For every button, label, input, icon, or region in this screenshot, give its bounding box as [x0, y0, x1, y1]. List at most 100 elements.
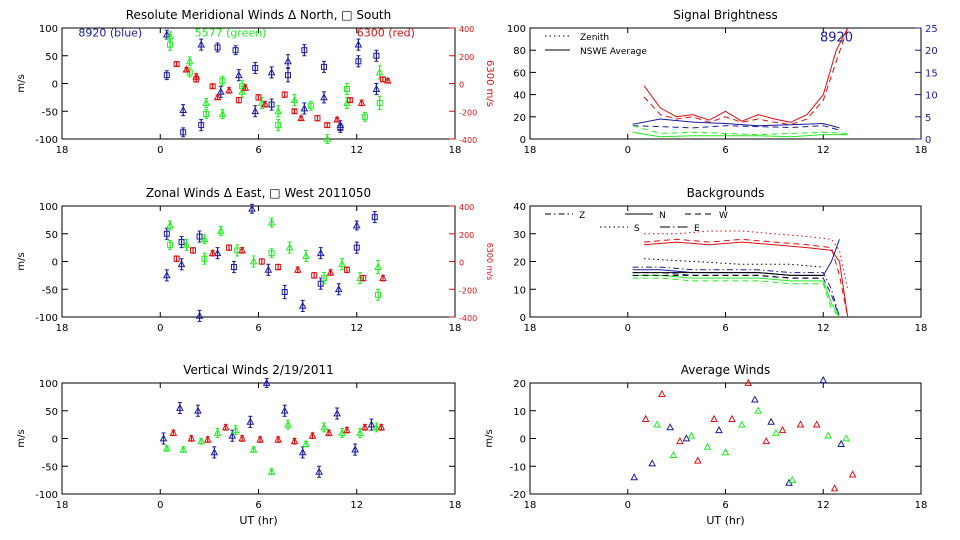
x-tick-label: 0: [157, 145, 163, 156]
data-point-triangle: [162, 271, 171, 279]
y-tick-label-right: 20: [925, 46, 938, 57]
y-tick-label: 10: [513, 407, 526, 418]
plot-frame: [529, 27, 922, 140]
data-point-triangle: [641, 414, 650, 422]
data-point-triangle: [336, 120, 345, 129]
data-point-triangle: [778, 425, 787, 434]
series-line: [632, 277, 840, 318]
data-point-triangle: [772, 428, 780, 436]
series-line: [643, 258, 824, 268]
data-point-triangle: [264, 265, 273, 273]
data-point-square: [307, 102, 314, 109]
data-point-triangle: [300, 104, 309, 112]
data-point-triangle: [238, 246, 246, 254]
data-point-triangle: [249, 445, 258, 453]
x-tick-label: 18: [524, 323, 537, 334]
y-tick-label: 40: [513, 91, 526, 102]
data-point-triangle: [333, 115, 341, 123]
data-point-triangle: [197, 437, 206, 445]
data-point-triangle: [375, 68, 384, 76]
y-tick-label: 50: [45, 230, 58, 241]
chart-title: Average Winds: [681, 363, 771, 377]
data-point-square: [190, 247, 196, 254]
series-line: [644, 230, 849, 290]
x-tick-label: 6: [255, 500, 261, 511]
annotation-label: 6300 (red): [357, 26, 415, 39]
legend-label: E: [694, 224, 700, 234]
y-axis-label-right: 6300 m/s: [485, 243, 494, 281]
data-point-square: [167, 41, 174, 48]
data-point-square: [314, 115, 321, 122]
annotation-label: 5577 (green): [195, 26, 267, 39]
data-point-triangle: [217, 226, 225, 234]
data-point-triangle: [284, 57, 292, 65]
y-axis-label: m/s: [16, 429, 27, 447]
data-point-square: [353, 244, 360, 251]
y-tick-label: -100: [35, 135, 58, 146]
series-line: [643, 27, 849, 126]
series-line: [643, 241, 849, 318]
y-tick-label: 20: [513, 379, 526, 390]
data-point-triangle: [354, 40, 363, 48]
data-point-triangle: [290, 437, 299, 445]
y-tick-label-right: 400: [459, 203, 474, 212]
data-point-triangle: [217, 87, 225, 95]
data-area: [632, 27, 849, 138]
x-axis-label: UT (hr): [706, 514, 744, 527]
data-point-triangle: [162, 30, 171, 38]
data-point-triangle: [837, 439, 846, 447]
data-point-square: [371, 214, 378, 221]
x-tick-label: 6: [255, 323, 261, 334]
merid-panel: Resolute Meridional Winds Δ North, □ Sou…: [16, 8, 495, 156]
data-point-triangle: [177, 260, 186, 268]
y-tick-label: 50: [45, 407, 58, 418]
data-point-triangle: [225, 86, 233, 94]
data-point-triangle: [203, 435, 212, 443]
data-point-square: [301, 47, 308, 54]
data-point-triangle: [320, 93, 328, 101]
data-point-square: [275, 122, 282, 129]
series-line: [632, 274, 840, 318]
data-area: [162, 29, 392, 144]
annotation-label: 8920: [820, 30, 853, 45]
data-point-triangle: [323, 134, 332, 142]
zonal-panel: Zonal Winds Δ East, □ West 2011050 18 0 6 12…: [16, 186, 494, 334]
data-point-triangle: [302, 439, 310, 447]
data-point-triangle: [182, 65, 191, 73]
y-tick-label-right: 200: [459, 231, 474, 240]
data-point-triangle: [377, 423, 386, 431]
y-tick-label-right: 5: [925, 113, 931, 124]
x-tick-label: 18: [56, 323, 69, 334]
y-tick-label: 0: [520, 313, 526, 324]
y-tick-label: 0: [52, 80, 58, 91]
data-area: [632, 230, 849, 318]
data-point-triangle: [796, 420, 805, 428]
x-tick-label: 6: [722, 323, 728, 334]
plot-frame: [61, 27, 456, 140]
data-point-triangle: [248, 204, 256, 212]
data-point-square: [196, 233, 203, 240]
x-tick-label: 0: [625, 145, 631, 156]
data-point-triangle: [320, 423, 328, 431]
data-point-triangle: [762, 437, 771, 445]
data-point-triangle: [676, 437, 684, 445]
data-point-triangle: [238, 434, 246, 442]
series-line: [632, 125, 840, 131]
data-point-triangle: [830, 484, 839, 492]
data-point-triangle: [338, 260, 346, 268]
data-point-square: [258, 258, 265, 265]
series-line: [632, 272, 840, 318]
data-area: [630, 375, 857, 492]
data-point-triangle: [374, 262, 382, 270]
y-tick-label: 60: [513, 68, 526, 79]
data-point-triangle: [357, 98, 366, 106]
y-tick-label: 0: [52, 258, 58, 269]
legend-label: N: [659, 211, 666, 221]
x-tick-label: 12: [350, 500, 363, 511]
data-point-triangle: [166, 221, 174, 229]
series-line: [632, 266, 840, 318]
x-tick-label: 18: [915, 500, 928, 511]
data-point-square: [234, 247, 241, 254]
data-point-triangle: [848, 470, 857, 478]
